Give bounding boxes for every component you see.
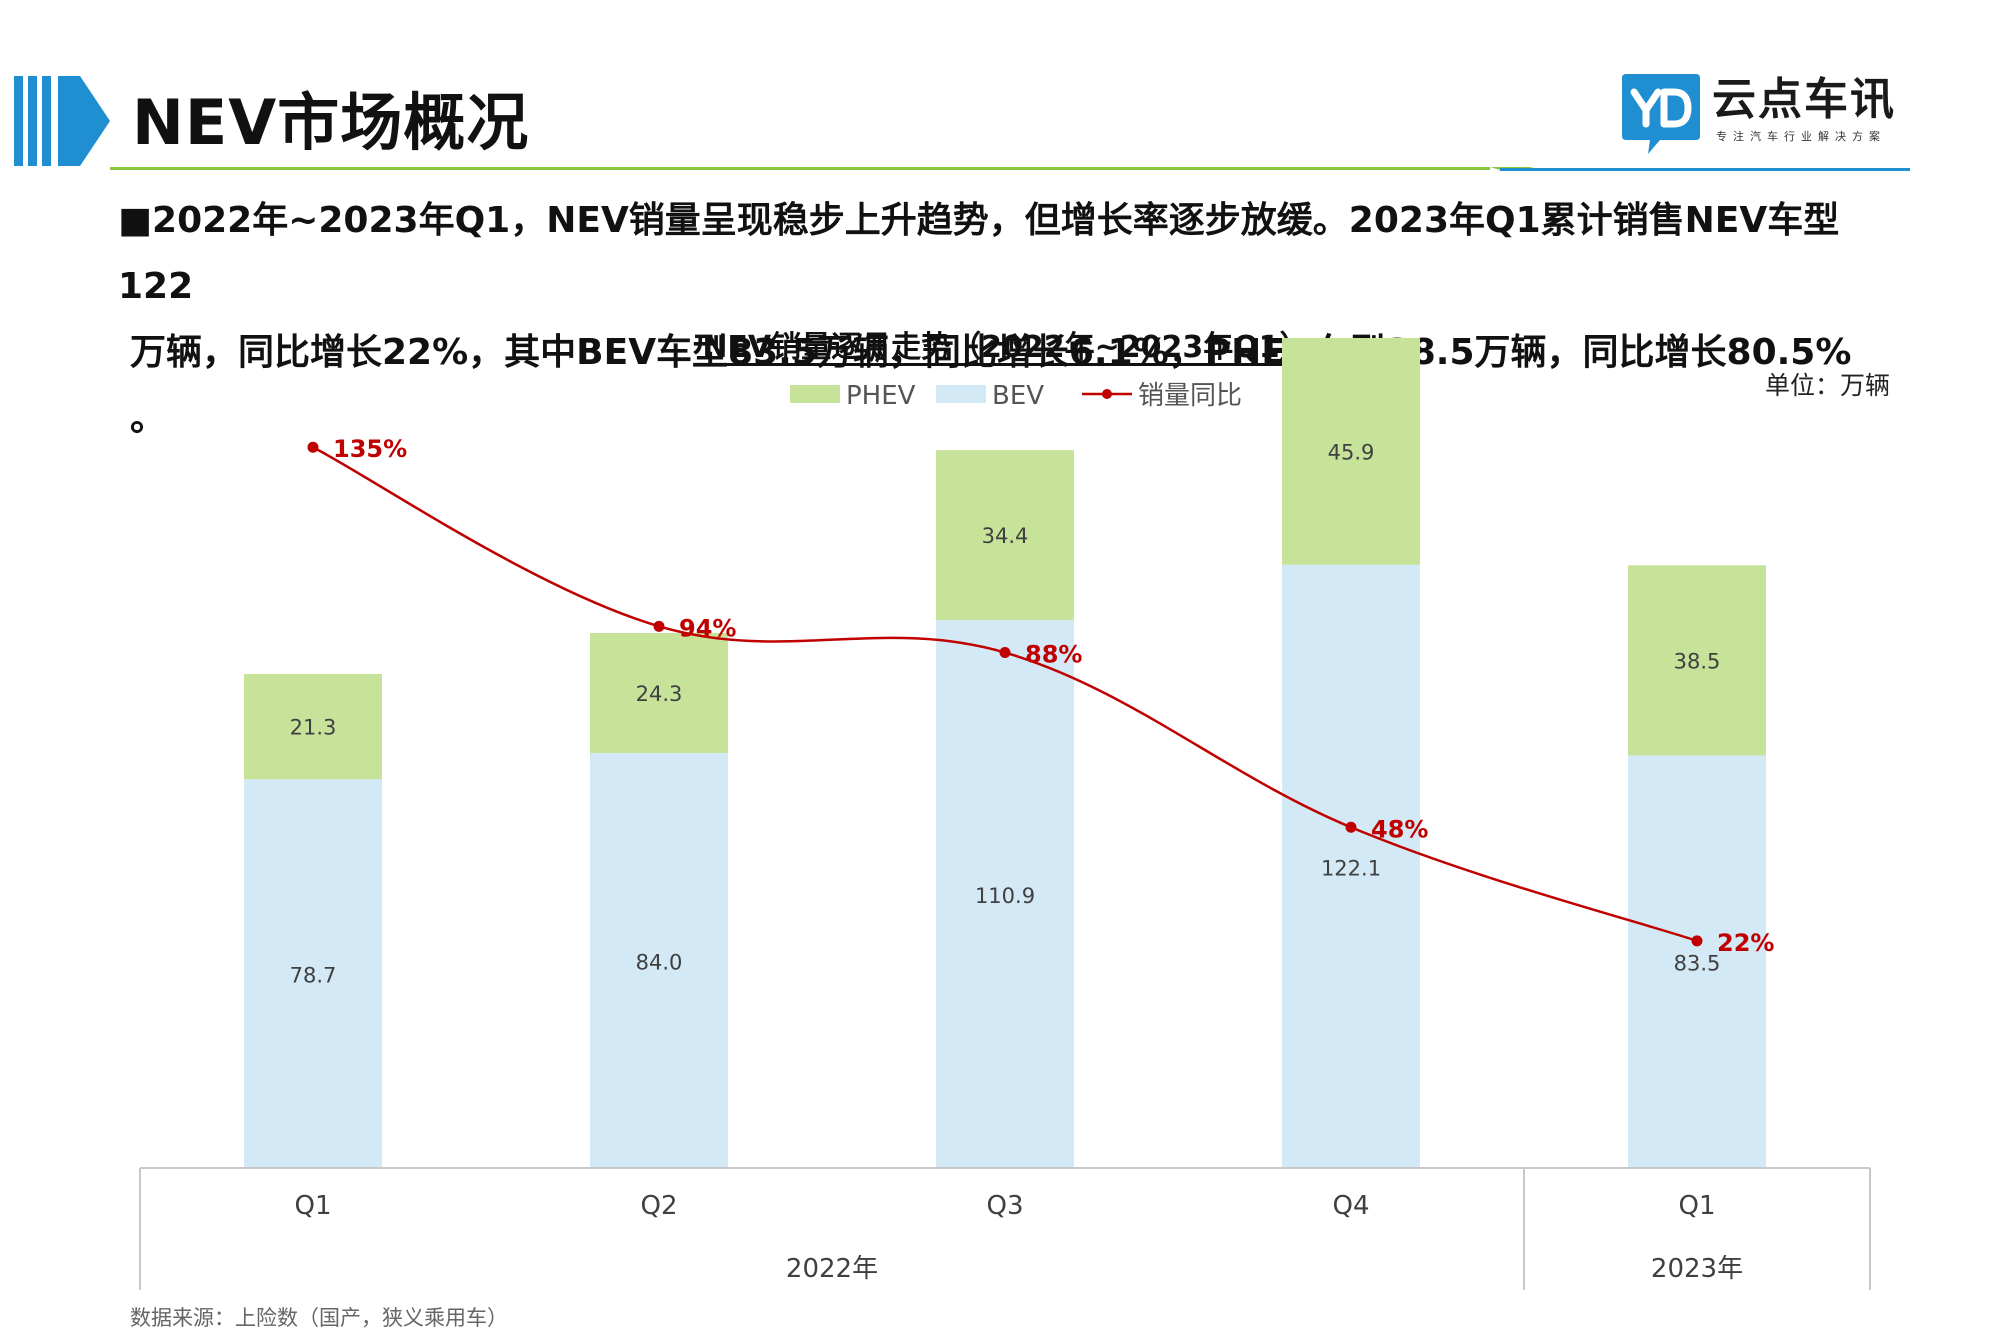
page-title: NEV市场概况 — [132, 86, 530, 159]
brand-logo: 云点车讯 专注汽车行业解决方案 — [1620, 70, 1910, 160]
bar-label-phev: 38.5 — [1674, 649, 1721, 673]
summary-text: ■2022年~2023年Q1，NEV销量呈现稳步上升趋势，但增长率逐步放缓。20… — [118, 188, 1898, 452]
summary-line-1: ■2022年~2023年Q1，NEV销量呈现稳步上升趋势，但增长率逐步放缓。20… — [118, 200, 1840, 307]
legend-label: 销量同比 — [1138, 381, 1242, 411]
logo-mark-icon — [1622, 74, 1700, 154]
bar-phev — [244, 673, 382, 780]
legend: PHEV BEV 销量同比 — [790, 381, 1242, 411]
category-label: Q1 — [294, 1191, 331, 1221]
bar-phev — [590, 632, 728, 753]
unit-label: 单位：万辆 — [1764, 371, 1890, 400]
chart-title: NEV销量逐月走势（2022年~2023年Q1） — [702, 330, 1310, 365]
bar-label-phev: 21.3 — [290, 716, 337, 740]
bar-label-bev: 122.1 — [1321, 856, 1381, 880]
bar-bev — [1282, 564, 1420, 1168]
yoy-line: 135% 94% 88% 48% 22% — [307, 435, 1774, 957]
bar-label-bev: 83.5 — [1674, 952, 1721, 976]
legend-line-marker — [1102, 389, 1112, 399]
bar-label-bev: 84.0 — [636, 951, 683, 975]
yoy-label: 135% — [333, 435, 407, 463]
legend-label: BEV — [992, 381, 1044, 411]
x-axis: 2022年 2023年 Q1 Q2 Q3 Q4 Q1 — [139, 1167, 1871, 1290]
summary-line-2: 万辆，同比增长22%，其中BEV车型83.5万辆，同比增长6.1%，PHEV车型… — [130, 332, 1852, 439]
bar-bev — [936, 620, 1074, 1168]
yoy-point — [1345, 821, 1357, 833]
bar-bev — [590, 753, 728, 1168]
yoy-point — [307, 441, 319, 453]
bar-phev — [936, 450, 1074, 621]
bar-bev — [244, 779, 382, 1168]
bar-phev — [1628, 565, 1766, 756]
legend-swatch — [790, 385, 840, 403]
yoy-label: 48% — [1371, 815, 1428, 843]
bar-label-phev: 45.9 — [1328, 440, 1375, 464]
yoy-label: 94% — [679, 614, 736, 642]
yoy-label: 22% — [1717, 929, 1774, 957]
yoy-point — [1691, 935, 1703, 947]
bars: 78.7 21.3 84.0 24.3 110.9 34.4 122.1 45.9 83.5 38… — [244, 338, 1766, 1168]
category-label: Q2 — [640, 1191, 677, 1221]
bar-label-phev: 34.4 — [982, 524, 1029, 548]
logo-name: 云点车讯 — [1712, 74, 1896, 125]
legend-label: PHEV — [846, 381, 916, 411]
bar-label-phev: 24.3 — [636, 682, 683, 706]
header-accent-bars — [14, 76, 110, 166]
category-label: Q1 — [1678, 1191, 1715, 1221]
logo-slogan: 专注汽车行业解决方案 — [1716, 130, 1886, 143]
header-divider — [110, 167, 1910, 171]
bar-label-bev: 110.9 — [975, 884, 1035, 908]
legend-swatch — [936, 385, 986, 403]
category-label: Q4 — [1332, 1191, 1369, 1221]
bar-bev — [1628, 755, 1766, 1168]
yoy-point — [653, 620, 665, 632]
bar-label-bev: 78.7 — [290, 964, 337, 988]
bar-phev — [1282, 338, 1420, 565]
group-label: 2022年 — [786, 1254, 878, 1284]
group-label: 2023年 — [1651, 1254, 1743, 1284]
category-label: Q3 — [986, 1191, 1023, 1221]
data-source: 数据来源：上险数（国产，狭义乘用车） — [130, 1306, 508, 1330]
yoy-point — [999, 647, 1011, 659]
yoy-label: 88% — [1025, 641, 1082, 669]
